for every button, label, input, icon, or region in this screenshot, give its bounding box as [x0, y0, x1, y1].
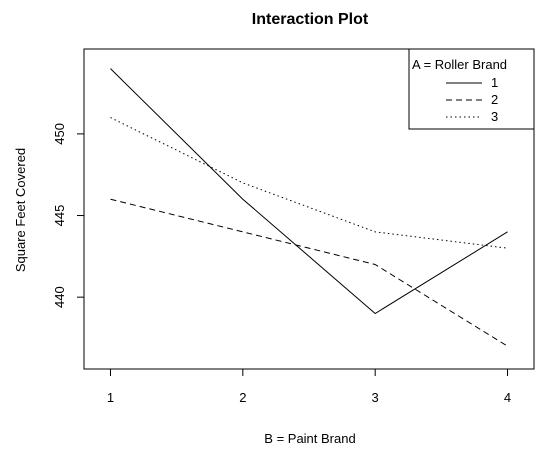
y-axis: 440 445 450 — [52, 123, 85, 308]
legend-label-3: 3 — [491, 109, 498, 124]
x-axis: 1 2 3 4 — [107, 368, 511, 405]
legend-label-2: 2 — [491, 92, 498, 107]
series-line-3 — [110, 117, 508, 249]
legend: A = Roller Brand 1 2 3 — [408, 48, 535, 130]
x-tick-label: 1 — [107, 390, 114, 405]
legend-label-1: 1 — [491, 75, 498, 90]
x-axis-label: B = Paint Brand — [264, 431, 355, 446]
legend-title: A = Roller Brand — [412, 57, 507, 72]
x-tick-label: 3 — [372, 390, 379, 405]
x-tick-label: 4 — [504, 390, 511, 405]
x-tick-label: 2 — [239, 390, 246, 405]
series-layer — [110, 68, 508, 347]
y-axis-label: Square Feet Covered — [13, 148, 28, 272]
series-line-2 — [110, 198, 508, 347]
y-tick-label: 450 — [52, 123, 67, 145]
chart-title: Interaction Plot — [252, 11, 369, 28]
y-tick-label: 440 — [52, 286, 67, 308]
series-line-1 — [110, 68, 508, 315]
y-tick-label: 445 — [52, 205, 67, 227]
legend-box — [408, 48, 535, 130]
